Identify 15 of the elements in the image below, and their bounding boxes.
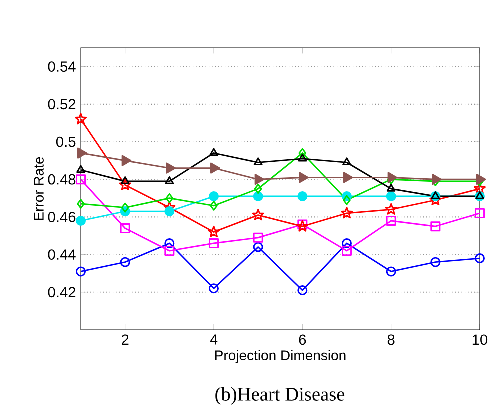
x-tick-label: 10 bbox=[472, 334, 488, 346]
y-tick-label: 0.5 bbox=[56, 136, 76, 148]
y-tick-label: 0.42 bbox=[48, 287, 76, 298]
x-tick-label: 6 bbox=[299, 334, 306, 346]
y-tick-label: 0.54 bbox=[48, 62, 76, 72]
x-axis-title: Projection Dimension bbox=[216, 350, 346, 364]
y-tick-label: 0.44 bbox=[48, 250, 76, 260]
x-tick-label: 2 bbox=[122, 334, 129, 345]
y-tick-label: 0.46 bbox=[48, 212, 76, 222]
x-tick-label: 8 bbox=[388, 334, 395, 346]
y-tick-label: 0.48 bbox=[48, 174, 76, 185]
text: (b)Heart Disease bbox=[216, 387, 345, 405]
y-tick-label: 0.52 bbox=[48, 99, 76, 110]
x-tick-label: 4 bbox=[210, 334, 218, 345]
y-axis-title: Error Rate bbox=[34, 157, 44, 220]
